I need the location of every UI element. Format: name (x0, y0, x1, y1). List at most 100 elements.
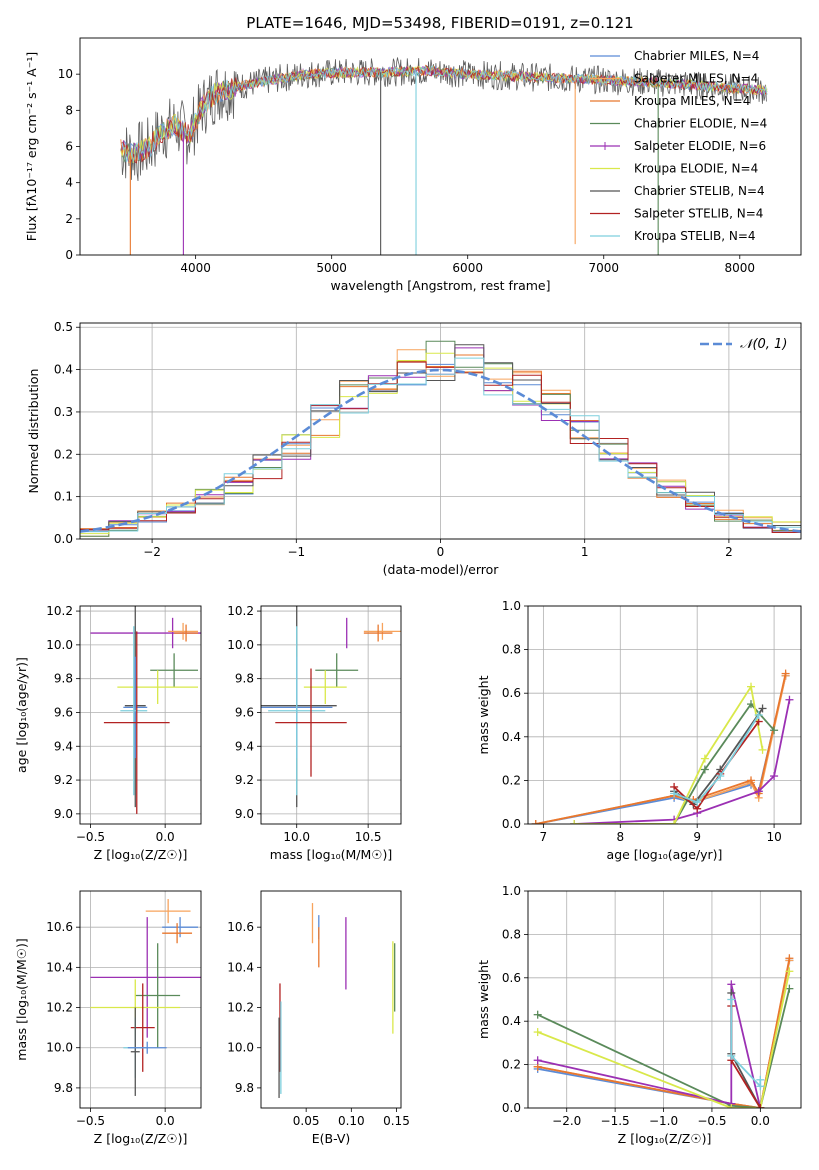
y-tick-label: 1.0 (502, 884, 521, 898)
y-tick-label: 9.4 (235, 739, 254, 753)
x-tick-label: 7000 (588, 261, 619, 275)
legend-label: Salpeter ELODIE, N=6 (634, 139, 766, 153)
massweight-vs-age-panel: 7 8 9 10 0.0 0.2 0.4 0.6 0.8 1.0 age [log₁₀(age/yr… (476, 599, 802, 862)
y-tick-label: 0.6 (502, 971, 521, 985)
y-tick-label: 2 (65, 212, 73, 226)
spectrum-line (121, 65, 768, 163)
x-axis-label: wavelength [Angstrom, rest frame] (330, 278, 550, 293)
y-tick-label: 10 (58, 67, 73, 81)
series-line (673, 707, 764, 806)
x-tick-label: 8 (616, 830, 624, 844)
y-tick-label: 1.0 (502, 599, 521, 613)
legend-label: Chabrier ELODIE, N=4 (634, 117, 767, 131)
y-axis-label: mass weight (476, 960, 491, 1039)
x-axis-label: mass [log₁₀(M/M☉)] (270, 847, 392, 862)
y-tick-label: 9.4 (54, 739, 73, 753)
x-tick-label: 0.0 (156, 830, 175, 844)
y-tick-label: 9.6 (54, 705, 73, 719)
y-tick-label: 6 (65, 140, 73, 154)
x-tick-label: 6000 (452, 261, 483, 275)
series-line (535, 675, 787, 824)
histogram-series (80, 357, 801, 539)
y-tick-label: 4 (65, 176, 73, 190)
y-tick-label: 0.4 (54, 363, 73, 377)
legend-label: Kroupa STELIB, N=4 (634, 229, 756, 243)
axes-frame (260, 890, 402, 1109)
plot-area (533, 954, 794, 1108)
y-tick-label: 0.0 (502, 1101, 521, 1115)
x-axis-label: Z [log₁₀(Z/Z☉)] (618, 1131, 712, 1146)
x-tick-label: 5000 (316, 261, 347, 275)
y-tick-label: 0.4 (502, 730, 521, 744)
x-axis-label: E(B-V) (312, 1131, 351, 1146)
axes-frame (79, 890, 202, 1109)
y-tick-label: 0.3 (54, 405, 73, 419)
legend-label: Chabrier MILES, N=4 (634, 49, 759, 63)
age-vs-metallicity-panel: −0.5 0.0 9.0 9.2 9.4 9.6 9.8 10.0 10.2 Z [log₁₀(Z… (14, 604, 202, 862)
y-tick-label: 10.0 (46, 1041, 73, 1055)
y-tick-label: 10.2 (46, 604, 73, 618)
normal-curve (80, 368, 801, 533)
y-tick-label: 10.6 (46, 920, 73, 934)
axes-frame (527, 890, 802, 1109)
x-axis-label: Z [log₁₀(Z/Z☉)] (94, 847, 188, 862)
plot-area (120, 57, 768, 255)
legend-label: Salpeter MILES, N=4 (634, 72, 758, 86)
legend-label: 𝒩(0, 1) (740, 337, 787, 352)
y-tick-label: 8 (65, 103, 73, 117)
x-tick-label: 0.10 (338, 1114, 365, 1128)
series-line (535, 675, 787, 824)
plot-area (90, 899, 201, 1096)
y-tick-label: 0.2 (502, 1058, 521, 1072)
residual-histogram-panel: −2 −1 0 1 2 0.0 0.1 0.2 0.3 0.4 0.5 (data-model)/er… (26, 320, 802, 577)
y-tick-label: 9.8 (54, 1081, 73, 1095)
y-tick-label: 10.2 (227, 1001, 254, 1015)
plot-area (80, 340, 801, 539)
mass-vs-ebv-panel: 0.05 0.10 0.15 9.8 10.0 10.2 10.4 10.6 E(B-V) (227, 890, 410, 1146)
y-tick-label: 10.2 (227, 604, 254, 618)
x-tick-label: 0.0 (751, 1114, 770, 1128)
y-tick-label: 0.5 (54, 320, 73, 334)
x-tick-label: 10 (766, 830, 781, 844)
y-tick-label: 9.2 (54, 773, 73, 787)
age-vs-mass-panel: 10.0 10.5 9.0 9.2 9.4 9.6 9.8 10.0 10.2 mass [log… (227, 604, 402, 862)
x-axis-label: age [log₁₀(age/yr)] (607, 847, 723, 862)
x-tick-label: 0.0 (156, 1114, 175, 1128)
massweight-vs-metallicity-panel: −2.0 −1.5 −1.0 −0.5 0.0 0.0 0.2 0.4 0.6 0.8 1.0 Z [… (476, 884, 802, 1146)
mass-vs-metallicity-panel: −0.5 0.0 9.8 10.0 10.2 10.4 10.6 Z [log₁₀(Z/Z☉)… (14, 890, 202, 1146)
x-axis-label: (data-model)/error (383, 562, 500, 577)
x-tick-label: −2 (143, 545, 161, 559)
x-tick-label: 8000 (725, 261, 756, 275)
y-tick-label: 0.8 (502, 927, 521, 941)
y-tick-label: 10.6 (227, 920, 254, 934)
x-tick-label: 4000 (180, 261, 211, 275)
histogram-series (80, 361, 801, 539)
x-tick-label: −0.5 (697, 1114, 726, 1128)
x-tick-label: 0.15 (383, 1114, 410, 1128)
legend-label: Salpeter STELIB, N=4 (634, 207, 763, 221)
y-axis-label: Flux [fλ10⁻¹⁷ erg cm⁻² s⁻¹ A⁻¹] (24, 52, 39, 241)
x-tick-label: −1.5 (601, 1114, 630, 1128)
series-line (535, 673, 787, 824)
series-line (574, 699, 791, 824)
y-axis-label: mass weight (476, 675, 491, 754)
y-tick-label: 9.0 (235, 807, 254, 821)
y-tick-label: 10.4 (227, 960, 254, 974)
y-tick-label: 0.2 (502, 773, 521, 787)
y-tick-label: 9.6 (235, 705, 254, 719)
series-line (537, 988, 791, 1108)
y-tick-label: 0.1 (54, 490, 73, 504)
y-axis-label: age [log₁₀(age/yr)] (14, 657, 29, 773)
spectrum-panel: 4000 5000 6000 7000 8000 0 2 4 6 8 10 wavelength [A… (24, 37, 802, 293)
y-tick-label: 10.2 (46, 1001, 73, 1015)
y-tick-label: 9.8 (235, 1081, 254, 1095)
plot-area (278, 903, 396, 1098)
x-tick-label: 10.5 (355, 830, 382, 844)
y-tick-label: 10.4 (46, 960, 73, 974)
x-axis-label: Z [log₁₀(Z/Z☉)] (94, 1131, 188, 1146)
y-tick-label: 10.0 (227, 1041, 254, 1055)
y-tick-label: 9.8 (235, 672, 254, 686)
axes-frame (260, 605, 402, 825)
x-tick-label: 2 (725, 545, 733, 559)
